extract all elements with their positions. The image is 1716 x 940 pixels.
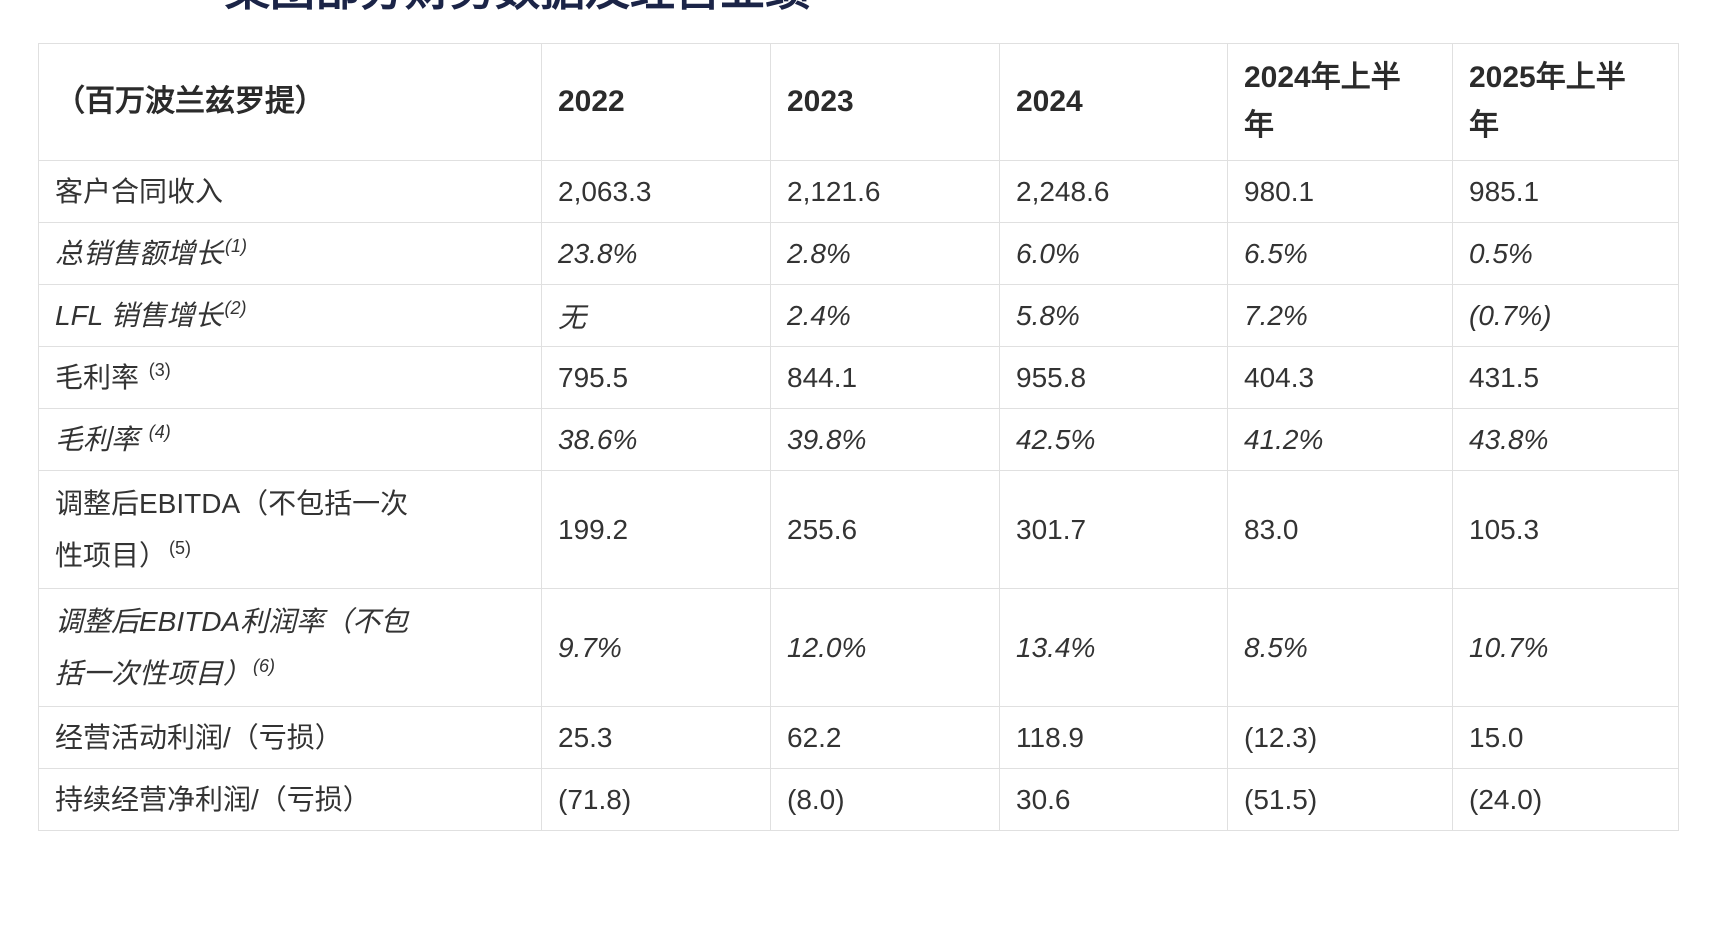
row-label: 毛利率 (4)	[38, 408, 542, 471]
cell-value: 43.8%	[1452, 408, 1679, 471]
table-row-adjusted-ebitda: 调整后EBITDA（不包括一次性项目） (5) 199.2 255.6 301.7…	[38, 470, 1679, 589]
col-header-2022: 2022	[541, 43, 771, 161]
cell-value: 12.0%	[770, 588, 1000, 707]
row-label: 毛利率 (3)	[38, 346, 542, 409]
col-header-h1-2025: 2025年上半年	[1452, 43, 1679, 161]
table-row-net-profit-continuing: 持续经营净利润/（亏损） (71.8) (8.0) 30.6 (51.5) (2…	[38, 768, 1679, 831]
cell-value: (71.8)	[541, 768, 771, 831]
cell-value: 38.6%	[541, 408, 771, 471]
table-row-total-sales-growth: 总销售额增长 (1) 23.8% 2.8% 6.0% 6.5% 0.5%	[38, 222, 1679, 285]
cell-value: 431.5	[1452, 346, 1679, 409]
page-title-text: 集团部分财务数据及经营业绩	[225, 0, 1125, 12]
cell-value: 13.4%	[999, 588, 1228, 707]
row-label: 总销售额增长 (1)	[38, 222, 542, 285]
cell-value: 2,248.6	[999, 160, 1228, 223]
page-title-clipped: 集团部分财务数据及经营业绩	[225, 0, 1125, 13]
cell-value: 255.6	[770, 470, 1000, 589]
cell-value: 2.8%	[770, 222, 1000, 285]
cell-value: 25.3	[541, 706, 771, 769]
cell-value: 955.8	[999, 346, 1228, 409]
cell-value: (51.5)	[1227, 768, 1453, 831]
cell-value: 118.9	[999, 706, 1228, 769]
cell-value: (8.0)	[770, 768, 1000, 831]
cell-value: 980.1	[1227, 160, 1453, 223]
cell-value: 41.2%	[1227, 408, 1453, 471]
cell-value: 15.0	[1452, 706, 1679, 769]
col-header-2024: 2024	[999, 43, 1228, 161]
footnote-marker: (3)	[148, 360, 171, 381]
footnote-marker: (5)	[169, 538, 192, 559]
cell-value: (24.0)	[1452, 768, 1679, 831]
cell-value: 0.5%	[1452, 222, 1679, 285]
cell-value: 105.3	[1452, 470, 1679, 589]
table-row-adjusted-ebitda-margin: 调整后EBITDA利润率（不包括一次性项目） (6) 9.7% 12.0% 13.…	[38, 588, 1679, 707]
cell-value: 8.5%	[1227, 588, 1453, 707]
cell-value: 199.2	[541, 470, 771, 589]
table-row-lfl-sales-growth: LFL 销售增长 (2) 无 2.4% 5.8% 7.2% (0.7%)	[38, 284, 1679, 347]
row-label: 调整后EBITDA利润率（不包括一次性项目） (6)	[38, 588, 542, 707]
table-row-revenue: 客户合同收入 2,063.3 2,121.6 2,248.6 980.1 985…	[38, 160, 1679, 223]
footnote-marker: (1)	[225, 236, 248, 257]
footnote-marker: (2)	[224, 298, 247, 319]
col-header-unit: （百万波兰兹罗提）	[38, 43, 542, 161]
footnote-marker: (4)	[148, 422, 171, 443]
cell-value: 30.6	[999, 768, 1228, 831]
cell-value: 39.8%	[770, 408, 1000, 471]
cell-value: (0.7%)	[1452, 284, 1679, 347]
cell-value: 2.4%	[770, 284, 1000, 347]
cell-value: 9.7%	[541, 588, 771, 707]
col-header-2023: 2023	[770, 43, 1000, 161]
cell-value: 2,063.3	[541, 160, 771, 223]
cell-value: 844.1	[770, 346, 1000, 409]
cell-value: 5.8%	[999, 284, 1228, 347]
table-row-gross-profit: 毛利率 (3) 795.5 844.1 955.8 404.3 431.5	[38, 346, 1679, 409]
col-header-h1-2024: 2024年上半年	[1227, 43, 1453, 161]
row-label: LFL 销售增长 (2)	[38, 284, 542, 347]
row-label: 经营活动利润/（亏损）	[38, 706, 542, 769]
cell-value: 6.0%	[999, 222, 1228, 285]
financial-summary-table: （百万波兰兹罗提） 2022 2023 2024 2024年上半年 2025年上…	[38, 43, 1679, 831]
cell-value: 404.3	[1227, 346, 1453, 409]
cell-value: 795.5	[541, 346, 771, 409]
cell-value: 985.1	[1452, 160, 1679, 223]
cell-value: 62.2	[770, 706, 1000, 769]
table-row-operating-profit: 经营活动利润/（亏损） 25.3 62.2 118.9 (12.3) 15.0	[38, 706, 1679, 769]
cell-value: 42.5%	[999, 408, 1228, 471]
row-label: 调整后EBITDA（不包括一次性项目） (5)	[38, 470, 542, 589]
cell-value: 6.5%	[1227, 222, 1453, 285]
cell-value: 23.8%	[541, 222, 771, 285]
cell-value: 2,121.6	[770, 160, 1000, 223]
cell-value: 7.2%	[1227, 284, 1453, 347]
cell-value: 83.0	[1227, 470, 1453, 589]
financial-summary-table-wrap: （百万波兰兹罗提） 2022 2023 2024 2024年上半年 2025年上…	[38, 43, 1679, 831]
row-label: 持续经营净利润/（亏损）	[38, 768, 542, 831]
table-row-gross-margin: 毛利率 (4) 38.6% 39.8% 42.5% 41.2% 43.8%	[38, 408, 1679, 471]
row-label: 客户合同收入	[38, 160, 542, 223]
cell-value: 无	[541, 284, 771, 347]
cell-value: (12.3)	[1227, 706, 1453, 769]
cell-value: 301.7	[999, 470, 1228, 589]
table-header-row: （百万波兰兹罗提） 2022 2023 2024 2024年上半年 2025年上…	[38, 43, 1679, 161]
footnote-marker: (6)	[253, 656, 276, 677]
cell-value: 10.7%	[1452, 588, 1679, 707]
